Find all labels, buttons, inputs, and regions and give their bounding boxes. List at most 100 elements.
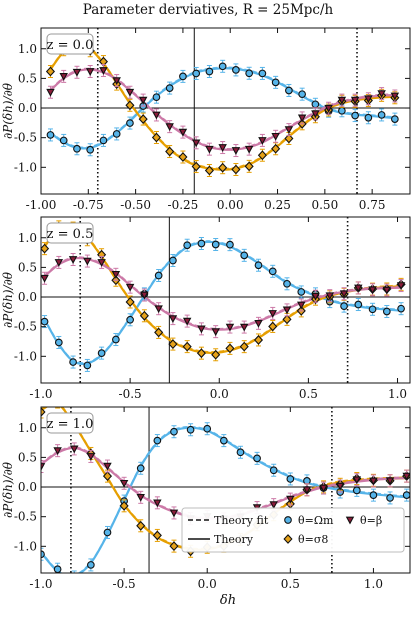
omega-m-point [258, 69, 267, 78]
sigma8-point [204, 165, 214, 176]
sigma8-point [139, 310, 149, 321]
beta-point [99, 67, 108, 75]
panel-plot-area [41, 217, 410, 383]
omega-m-point [391, 115, 399, 123]
beta-point [311, 292, 320, 301]
omega-m-point [269, 466, 278, 475]
x-tick-label: 0.00 [217, 198, 244, 212]
y-tick-label: 1.0 [18, 42, 37, 56]
x-tick-label: -0.25 [168, 198, 199, 212]
beta-point [311, 110, 320, 119]
omega-m-point [368, 305, 377, 314]
omega-m-point [271, 78, 280, 87]
omega-m-point [369, 491, 378, 500]
omega-m-point [126, 315, 134, 324]
beta-point [178, 128, 188, 137]
omega-m-point [352, 486, 361, 495]
omega-m-point [245, 69, 254, 78]
beta-point [325, 292, 335, 301]
omega-m-point [41, 317, 49, 326]
beta-point [97, 259, 106, 267]
beta-point [239, 323, 249, 332]
omega-m-point [179, 72, 187, 81]
figure-title: Parameter derviatives, R = 25Mpc/h [82, 2, 334, 18]
beta-point [271, 132, 280, 141]
sigma8-point [41, 243, 50, 254]
omega-m-point [183, 241, 192, 250]
beta-point [85, 68, 95, 76]
omega-m-point [112, 335, 120, 344]
beta-point [140, 291, 149, 300]
x-tick-label: 0.50 [311, 198, 338, 212]
omega-m-point [253, 454, 261, 463]
beta-point [364, 95, 373, 104]
beta-point [68, 256, 78, 264]
x-tick-label: 0.0 [198, 577, 217, 591]
x-tick-label: -0.5 [113, 577, 136, 591]
omega-m-point [386, 494, 394, 502]
sigma8-point [136, 520, 146, 531]
omega-m-point [59, 136, 68, 145]
omega-m-point [99, 136, 108, 145]
omega-m-point [69, 358, 77, 366]
beta-point [377, 90, 386, 99]
omega-m-point [165, 84, 174, 92]
beta-point [244, 145, 254, 154]
y-tick-label: 0.5 [18, 71, 37, 85]
omega-m-point [303, 477, 311, 485]
sigma8-point [191, 161, 201, 172]
omega-m-point [186, 425, 195, 434]
redshift-label-box [46, 33, 94, 55]
beta-point [385, 477, 395, 486]
omega-m-point [53, 565, 62, 573]
omega-m-point [364, 113, 373, 122]
omega-m-point [351, 111, 359, 120]
sigma8-point [182, 341, 192, 352]
omega-m-point [254, 261, 263, 270]
beta-point [125, 283, 135, 292]
redshift-label: z = 1.0 [47, 417, 94, 432]
omega-m-point [153, 436, 162, 445]
sigma8-point [119, 500, 129, 511]
sigma8-point [283, 534, 293, 544]
legend-theory-fit-label: Theory fit [214, 514, 269, 527]
beta-point [282, 306, 292, 315]
redshift-label-box [46, 222, 94, 244]
sigma8-point [282, 314, 292, 325]
sigma8-point [151, 132, 161, 143]
omega-m-point [283, 279, 291, 288]
sigma8-point [268, 321, 278, 332]
omega-m-point [397, 304, 405, 313]
omega_m-theory-fit-curve [41, 425, 407, 573]
beta-point [191, 139, 201, 148]
x-tick-label: 1.0 [364, 577, 383, 591]
beta-point [337, 96, 347, 105]
beta-point [41, 463, 46, 471]
y-tick-label: -0.5 [14, 510, 37, 524]
beta-point [72, 68, 82, 77]
omega-m-point [86, 145, 95, 154]
x-tick-label: -0.5 [119, 387, 142, 401]
beta-point [319, 484, 328, 493]
beta-point [254, 319, 263, 328]
beta-point [86, 453, 96, 461]
sigma8-point [231, 164, 241, 175]
omega-m-point [46, 131, 55, 139]
legend-omega-m-label: θ=Ωm [298, 514, 334, 527]
beta-point [111, 270, 121, 279]
omega-m-point [268, 267, 277, 276]
y-tick-label: -1.0 [14, 160, 37, 174]
beta-point [284, 126, 294, 135]
beta-point [46, 88, 55, 97]
beta-point [297, 114, 307, 123]
omega-m-point [286, 475, 295, 483]
sigma8-point [239, 341, 249, 352]
beta-point [297, 301, 306, 310]
x-tick-label: -1.0 [29, 577, 52, 591]
omega-m-point [382, 307, 391, 316]
beta-point [154, 305, 163, 314]
omega-m-point [240, 251, 249, 260]
omega-m-point [103, 528, 112, 537]
legend-theory-label: Theory [214, 533, 254, 546]
y-tick-label: -1.0 [14, 539, 37, 553]
